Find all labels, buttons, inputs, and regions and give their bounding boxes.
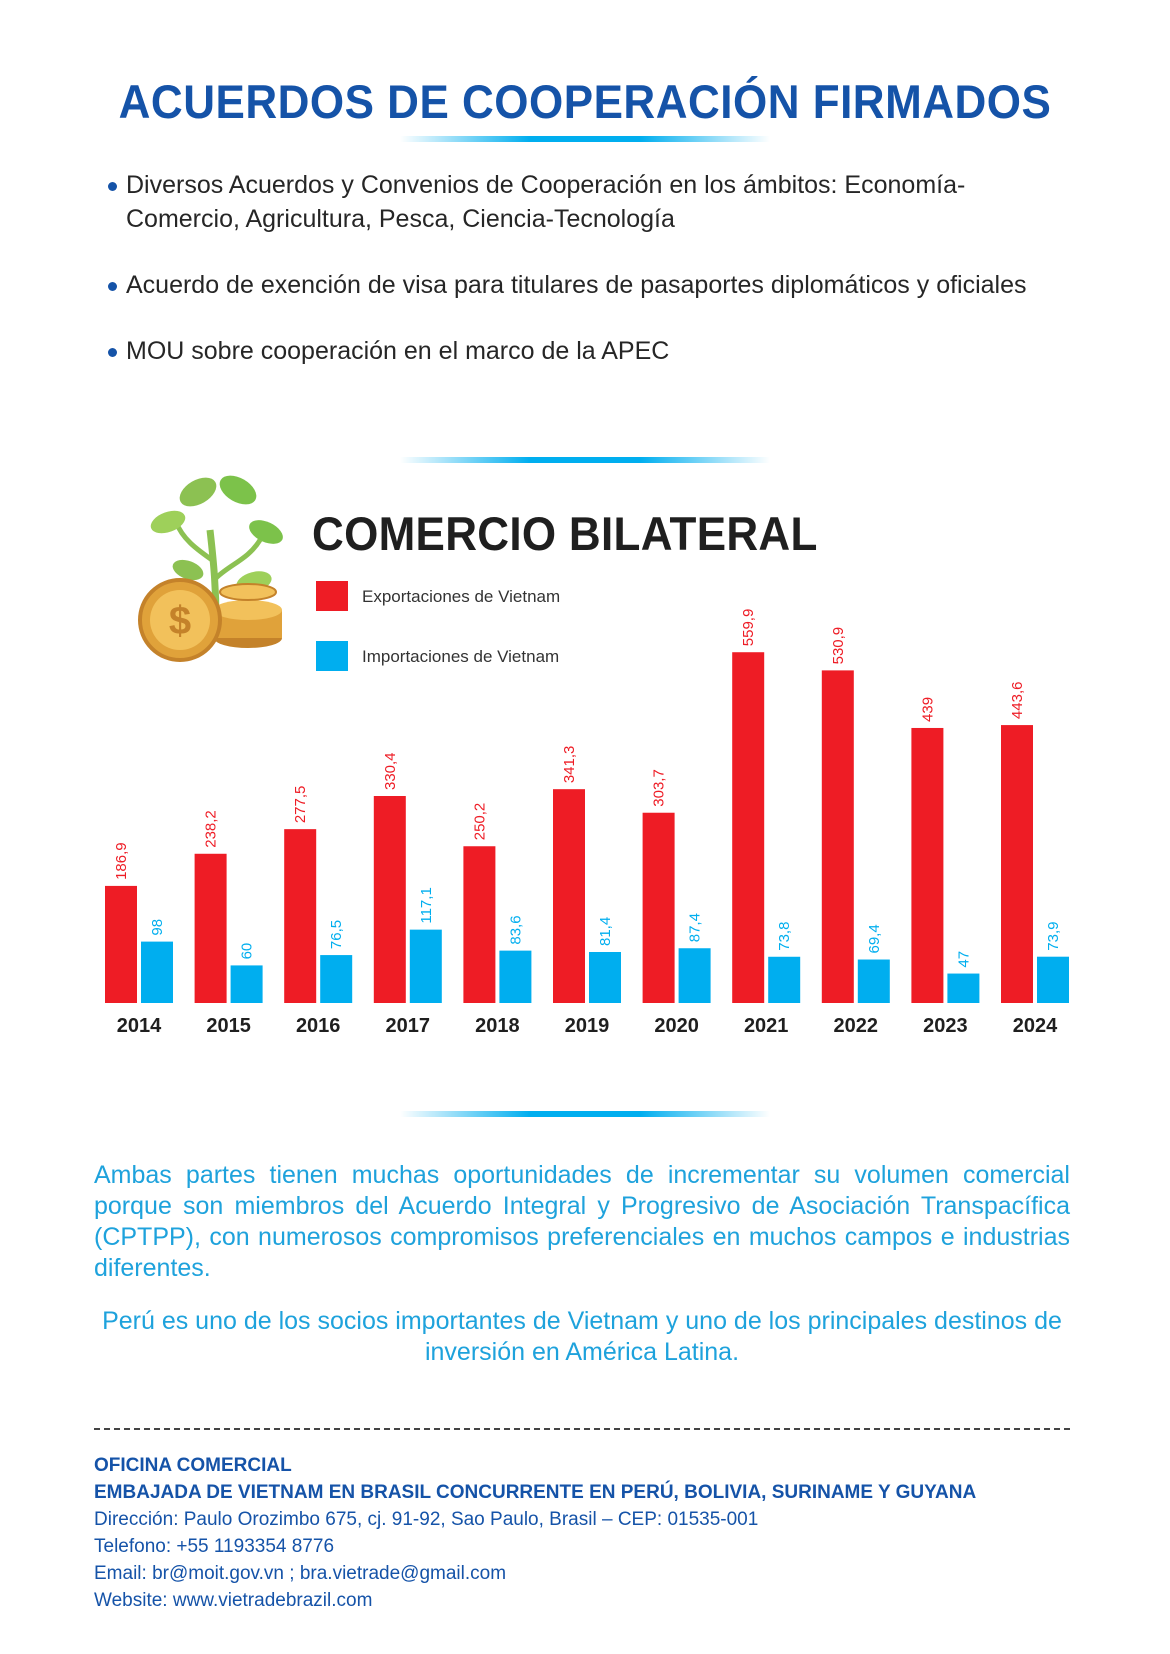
data-label: 87,4 xyxy=(687,913,704,942)
x-tick-label: 2023 xyxy=(923,1015,968,1037)
data-label: 81,4 xyxy=(597,917,614,946)
data-label: 250,2 xyxy=(471,803,488,841)
footer-separator xyxy=(94,1428,1070,1430)
x-tick-label: 2017 xyxy=(386,1015,431,1037)
data-label: 341,3 xyxy=(561,746,578,784)
data-label: 559,9 xyxy=(740,609,757,647)
opportunity-paragraph: Ambas partes tienen muchas oportunidades… xyxy=(94,1161,1070,1282)
data-label: 303,7 xyxy=(651,769,668,807)
export-bar xyxy=(911,727,944,1003)
data-label: 69,4 xyxy=(866,924,883,953)
data-label: 186,9 xyxy=(113,842,130,880)
import-bar xyxy=(857,959,890,1003)
chart-divider xyxy=(400,1111,770,1117)
title-divider xyxy=(400,136,770,142)
x-tick-label: 2018 xyxy=(475,1015,520,1037)
contact-footer: OFICINA COMERCIAL EMBAJADA DE VIETNAM EN… xyxy=(94,1452,976,1614)
x-tick-label: 2022 xyxy=(834,1015,879,1037)
list-item: MOU sobre cooperación en el marco de la … xyxy=(108,334,1068,368)
legend-swatch-exports xyxy=(316,581,348,611)
data-label: 439 xyxy=(919,697,936,722)
list-item: Acuerdo de exención de visa para titular… xyxy=(108,268,1068,302)
import-bar xyxy=(320,955,353,1003)
data-label: 73,8 xyxy=(776,922,793,951)
import-bar xyxy=(409,929,442,1003)
embassy-name: EMBAJADA DE VIETNAM EN BRASIL CONCURRENT… xyxy=(94,1482,977,1503)
data-label: 73,9 xyxy=(1045,921,1062,950)
x-tick-label: 2024 xyxy=(1013,1015,1058,1037)
export-bar xyxy=(732,652,765,1003)
import-bar xyxy=(768,956,801,1003)
import-bar xyxy=(141,941,173,1003)
x-tick-label: 2016 xyxy=(296,1015,341,1037)
list-item: Diversos Acuerdos y Convenios de Coopera… xyxy=(108,168,1068,236)
data-label: 47 xyxy=(955,951,972,968)
section-divider xyxy=(400,457,770,463)
export-bar xyxy=(463,846,496,1003)
export-bar xyxy=(553,789,585,1003)
data-label: 277,5 xyxy=(292,786,309,824)
data-label: 117,1 xyxy=(418,887,435,923)
export-bar xyxy=(373,796,406,1003)
website-text: Website: www.vietradebrazil.com xyxy=(94,1590,373,1611)
partner-paragraph: Perú es uno de los socios importantes de… xyxy=(102,1307,1062,1366)
data-label: 330,4 xyxy=(382,752,399,790)
legend-swatch-imports xyxy=(316,641,348,671)
export-bar xyxy=(284,829,317,1003)
legend-label: Importaciones de Vietnam xyxy=(362,647,560,666)
phone-text: Telefono: +55 1193354 8776 xyxy=(94,1536,335,1557)
legend-label: Exportaciones de Vietnam xyxy=(362,587,561,606)
money-plant-icon: $ xyxy=(138,475,283,662)
import-bar xyxy=(499,950,532,1003)
export-bar xyxy=(105,885,137,1003)
data-label: 83,6 xyxy=(507,915,524,944)
export-bar xyxy=(642,812,675,1003)
data-label: 530,9 xyxy=(830,627,847,665)
agreements-list: Diversos Acuerdos y Convenios de Coopera… xyxy=(108,168,1068,400)
data-label: 98 xyxy=(149,919,166,936)
x-tick-label: 2015 xyxy=(206,1015,251,1037)
x-tick-label: 2019 xyxy=(565,1015,610,1037)
export-bar xyxy=(821,670,854,1003)
chart-title: COMERCIO BILATERAL xyxy=(312,508,818,561)
export-bar xyxy=(194,853,227,1003)
trade-bar-chart: 186,9 98 2014 238,2 60 2015 277,5 76,5 2016 330,4… xyxy=(105,609,1069,1037)
data-label: 60 xyxy=(239,943,256,960)
import-bar xyxy=(678,948,711,1003)
svg-text:$: $ xyxy=(169,599,191,643)
data-label: 443,6 xyxy=(1009,682,1026,720)
email-text: Email: br@moit.gov.vn ; bra.vietrade@gma… xyxy=(94,1563,507,1584)
export-bar xyxy=(1001,725,1033,1003)
import-bar xyxy=(947,973,980,1003)
data-label: 76,5 xyxy=(328,920,345,949)
x-tick-label: 2020 xyxy=(654,1015,699,1037)
x-tick-label: 2021 xyxy=(744,1015,789,1037)
address-text: Dirección: Paulo Orozimbo 675, cj. 91-92… xyxy=(94,1509,759,1530)
import-bar xyxy=(230,965,263,1003)
import-bar xyxy=(589,952,621,1003)
office-name: OFICINA COMERCIAL xyxy=(94,1455,292,1476)
import-bar xyxy=(1037,956,1069,1003)
x-tick-label: 2014 xyxy=(117,1015,162,1037)
data-label: 238,2 xyxy=(203,810,220,848)
page-title: ACUERDOS DE COOPERACIÓN FIRMADOS xyxy=(118,76,1052,129)
